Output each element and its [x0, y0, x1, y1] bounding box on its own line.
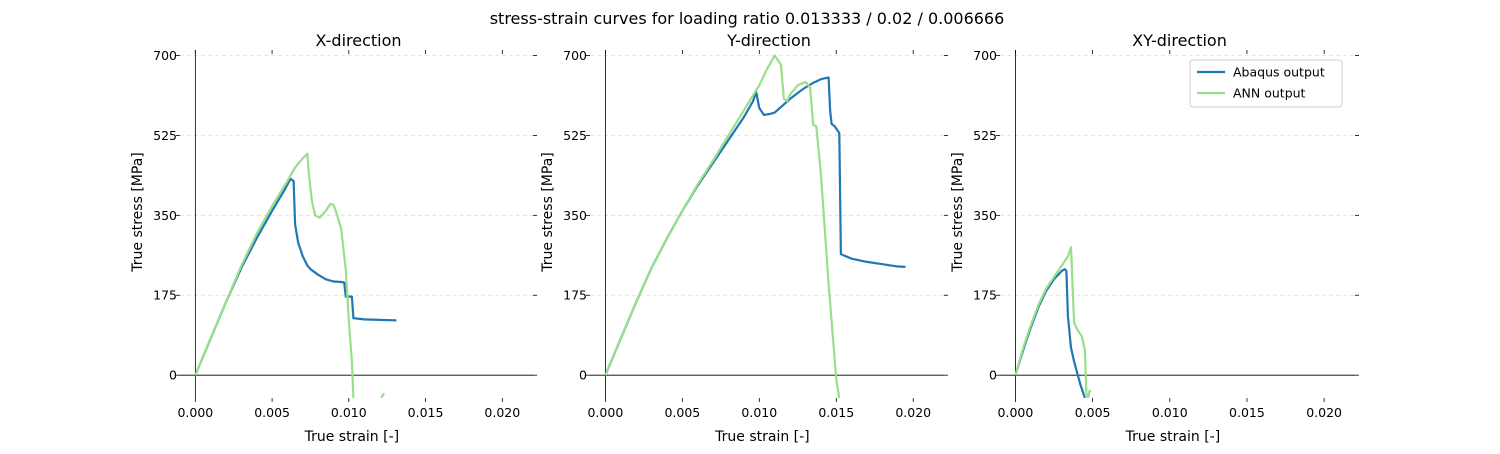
subplot-title: XY-direction: [1132, 31, 1227, 50]
y-axis-label: True stress [MPa]: [540, 152, 556, 272]
x-tick-label: 0.020: [484, 405, 520, 420]
y-tick-label: 350: [563, 208, 587, 223]
series-line-ann: [1014, 246, 1092, 398]
subplot-3: 0.000 0.005 0.010 0.015 0.020 0 175 350 525 700 XY…: [950, 31, 1359, 445]
x-tick-label: 0.000: [177, 405, 213, 420]
series-line-ann: [604, 54, 841, 398]
figure-suptitle: stress-strain curves for loading ratio 0…: [490, 9, 1005, 28]
subplot-1: 0.000 0.005 0.010 0.015 0.020 0 175 350 525 700 X-…: [130, 31, 537, 445]
legend: Abaqus output ANN output: [1189, 59, 1343, 108]
legend-label: ANN output: [1233, 86, 1306, 101]
legend-label: Abaqus output: [1233, 65, 1325, 80]
y-tick-label: 700: [973, 48, 997, 63]
y-tick-label: 175: [973, 288, 997, 303]
x-axis-label: True strain [-]: [714, 429, 810, 445]
x-tick-label: 0.015: [818, 405, 854, 420]
y-tick-label: 350: [973, 208, 997, 223]
x-tick-label: 0.000: [998, 405, 1034, 420]
x-tick-label: 0.005: [1075, 405, 1111, 420]
x-tick-label: 0.010: [331, 405, 367, 420]
y-tick-label: 0: [169, 368, 177, 383]
x-tick-label: 0.020: [1306, 405, 1342, 420]
x-tick-label: 0.010: [741, 405, 777, 420]
x-tick-label: 0.005: [664, 405, 700, 420]
subplot-2: 0.000 0.005 0.010 0.015 0.020 0 175 350 525 700 Y-…: [540, 31, 948, 445]
x-tick-label: 0.015: [1229, 405, 1265, 420]
y-tick-label: 0: [579, 368, 587, 383]
y-tick-label: 700: [153, 48, 177, 63]
y-axis-label: True stress [MPa]: [950, 152, 966, 272]
x-axis-label: True strain [-]: [1125, 429, 1221, 445]
y-tick-label: 175: [153, 288, 177, 303]
series-line-ann: [194, 152, 355, 398]
subplot-title: X-direction: [315, 31, 401, 50]
x-tick-label: 0.015: [408, 405, 444, 420]
y-tick-label: 0: [989, 368, 997, 383]
series-line-abaqus: [1014, 268, 1086, 398]
x-tick-label: 0.020: [895, 405, 931, 420]
y-tick-label: 525: [563, 128, 587, 143]
x-tick-label: 0.000: [587, 405, 623, 420]
subplot-title: Y-direction: [726, 31, 811, 50]
series-line-ann: [380, 392, 386, 398]
x-tick-label: 0.005: [254, 405, 290, 420]
x-tick-label: 0.010: [1152, 405, 1188, 420]
y-tick-label: 700: [563, 48, 587, 63]
y-tick-label: 525: [973, 128, 997, 143]
y-axis-label: True stress [MPa]: [130, 152, 146, 272]
legend-box: [1189, 59, 1343, 108]
series-line-abaqus: [194, 177, 397, 376]
series-line-abaqus: [604, 76, 906, 376]
y-tick-label: 350: [153, 208, 177, 223]
x-axis-label: True strain [-]: [304, 429, 400, 445]
y-tick-label: 175: [563, 288, 587, 303]
y-tick-label: 525: [153, 128, 177, 143]
